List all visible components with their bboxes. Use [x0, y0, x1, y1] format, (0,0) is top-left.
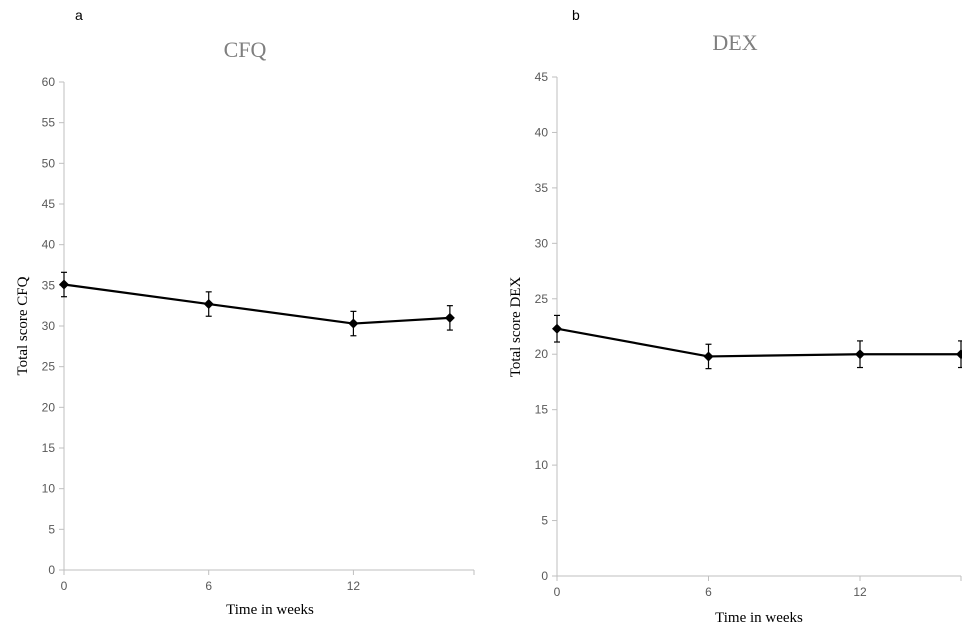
x-tick-label-b: 0 [554, 585, 561, 599]
chart-title-dex: DEX [712, 30, 757, 55]
series-a [59, 271, 455, 337]
y-tick-label-a: 10 [42, 482, 56, 496]
x-tick-label-b: 12 [853, 585, 867, 599]
y-tick-label-a: 30 [42, 319, 56, 333]
series-line-b [556, 327, 961, 358]
y-tick-label-b: 30 [535, 236, 549, 250]
y-tick-label-a: 20 [42, 400, 56, 414]
y-tick-label-a: 25 [42, 360, 56, 374]
y-tick-label-b: 45 [535, 70, 549, 84]
data-point-a [348, 318, 359, 329]
y-tick-label-a: 5 [48, 522, 55, 536]
y-axis-label-b: Total score DEX [508, 277, 524, 378]
panel-letter-b: b [572, 7, 580, 23]
x-axis-label-a: Time in weeks [226, 602, 314, 618]
y-axis-label-a: Total score CFQ [15, 276, 31, 375]
series-line-a [63, 283, 450, 325]
x-tick-label-b: 6 [705, 585, 712, 599]
y-tick-label-a: 0 [48, 563, 55, 577]
y-tick-label-b: 15 [535, 403, 549, 417]
y-tick-label-b: 35 [535, 181, 549, 195]
y-tick-label-a: 15 [42, 441, 56, 455]
y-tick-label-b: 0 [541, 569, 548, 583]
data-point-b [552, 323, 562, 334]
y-tick-label-b: 5 [541, 514, 548, 528]
data-point-a [444, 312, 455, 323]
chart-panel-b: b DEX 0 5 10 15 20 25 30 35 40 45 0 6 12 Time in wee… [508, 7, 962, 626]
y-tick-label-a: 55 [42, 116, 56, 130]
x-tick-label-a: 0 [61, 579, 68, 593]
y-tick-label-b: 25 [535, 292, 549, 306]
panel-letter-a: a [75, 7, 83, 23]
y-tick-label-b: 40 [535, 125, 549, 139]
y-tick-label-a: 45 [42, 197, 56, 211]
x-tick-label-a: 12 [347, 579, 361, 593]
data-point-b [703, 351, 714, 362]
ticks-b: 0 5 10 15 20 25 30 35 40 45 0 6 12 [535, 70, 962, 599]
ticks-a: 0 5 10 15 20 25 30 35 40 45 50 55 60 0 6 12 [42, 75, 475, 593]
data-point-a [59, 279, 69, 290]
y-tick-label-b: 20 [535, 347, 549, 361]
y-tick-label-a: 40 [42, 238, 56, 252]
y-tick-label-a: 50 [42, 156, 56, 170]
data-point-b [855, 349, 865, 360]
y-tick-label-a: 60 [42, 75, 56, 89]
y-tick-label-a: 35 [42, 278, 56, 292]
x-tick-label-a: 6 [205, 579, 212, 593]
y-tick-label-b: 10 [535, 458, 549, 472]
data-point-a [203, 299, 214, 310]
data-point-b [956, 349, 962, 360]
chart-title-cfq: CFQ [224, 37, 267, 62]
chart-panel-a: a CFQ 0 5 10 15 20 25 30 35 40 45 50 55 60 0 6 12 Time … [15, 7, 475, 618]
series-b [552, 314, 962, 370]
x-axis-label-b: Time in weeks [715, 610, 803, 626]
